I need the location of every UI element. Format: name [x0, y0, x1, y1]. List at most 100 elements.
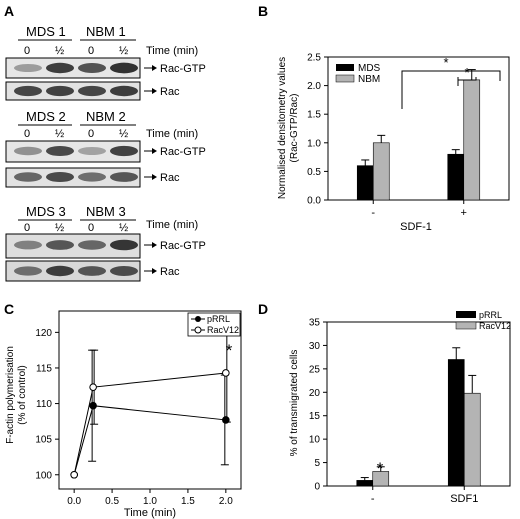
- chart-d-legend-prrl-swatch: [456, 311, 476, 318]
- blot-1-rac-gtp-band-lane-3: [78, 63, 106, 73]
- blot-2-group-right-label: NBM 2: [86, 109, 126, 124]
- blot-3-rac-band-lane-4: [110, 266, 138, 276]
- blot-1-rac-gtp-arrow-head: [152, 65, 157, 71]
- chart-b-ytick-label-0: 0.0: [307, 196, 321, 207]
- blot-1-group-right-label: NBM 1: [86, 24, 126, 39]
- chart-c-plot-frame: [58, 310, 242, 490]
- blot-1-lane-2: ½: [55, 45, 64, 57]
- panel-letter-c: C: [4, 301, 14, 317]
- chart-c-ytick-label-2: 110: [36, 399, 52, 410]
- blot-1-rac-band-lane-4: [110, 85, 138, 97]
- chart-c-ytick-label-4: 120: [35, 328, 52, 339]
- chart-c-significance-star: *: [226, 341, 233, 360]
- chart-b-ylabel-line2: (Rac-GTP/Rac): [289, 94, 300, 163]
- chart-d-ytick-label-1: 5: [314, 458, 320, 469]
- chart-b-bar-nbm-1: [463, 79, 481, 201]
- blot-1-lane-1: 0: [24, 45, 30, 57]
- chart-c-point-prrl-1: [89, 401, 97, 410]
- chart-b-plot-frame: [327, 56, 510, 201]
- blot-3-rac-band-lane-3: [78, 266, 106, 276]
- blot-2-rac-gtp-band-lane-4: [110, 145, 138, 157]
- chart-c-point-prrl-2: [222, 416, 230, 424]
- chart-c-xtick-label-0: 0.0: [67, 496, 81, 507]
- chart-c-xlabel: Time (min): [124, 507, 176, 519]
- chart-c-legend-prrl-label: pRRL: [207, 314, 230, 324]
- blot-2-rac-gtp-band-lane-3: [78, 147, 106, 155]
- chart-c-ylabel-line1: F-actin polymerisation: [5, 346, 16, 444]
- chart-b-ytick-label-1: 0.5: [307, 167, 321, 178]
- chart-d-ytick-label-3: 15: [309, 411, 321, 422]
- chart-d-x-axis: - SDF1: [371, 486, 478, 505]
- blot-2-rac-band-lane-1: [14, 172, 42, 182]
- blot-3-rac-gtp-band-lane-1: [14, 240, 42, 250]
- blot-1-lane-3: 0: [88, 45, 94, 57]
- chart-c-point-racv12-0: [70, 470, 78, 479]
- chart-d-ytick-label-4: 20: [309, 388, 321, 399]
- blot-2-rac-band-lane-4: [110, 172, 138, 182]
- blot-2-lane-3: 0: [88, 128, 94, 140]
- blot-3-rac-label: Rac: [160, 266, 180, 278]
- blot-1-rac-band-lane-3: [78, 85, 106, 97]
- chart-c-xtick-label-2: 1.0: [143, 496, 157, 507]
- chart-c-xtick-label-1: 0.5: [105, 496, 119, 507]
- blot-3-group-left-label: MDS 3: [26, 204, 66, 219]
- chart-b-ytick-label-4: 2.0: [307, 81, 321, 92]
- chart-b-legend-mds-swatch: [336, 64, 354, 71]
- chart-d-plot-frame: [326, 321, 511, 487]
- panel-letter-d: D: [258, 301, 268, 317]
- chart-b-significance-star-outer: *: [443, 55, 448, 70]
- chart-d-ytick-label-0: 0: [314, 482, 320, 493]
- chart-d-ytick-label-6: 30: [309, 341, 321, 352]
- panel-c: C F-actin polymerisation (% of control) …: [4, 301, 242, 519]
- chart-b-xlabel: SDF-1: [400, 221, 432, 233]
- chart-b-ytick-label-2: 1.0: [307, 138, 321, 149]
- chart-c-series: [70, 323, 231, 479]
- chart-c-y-axis: 100 105 110 115 120: [35, 328, 59, 481]
- blot-2-group-left-label: MDS 2: [26, 109, 66, 124]
- blot-3-rac-gtp-arrow-head: [152, 242, 157, 248]
- chart-b-bar-mds-0: [356, 165, 374, 201]
- chart-d-y-axis: 0 5 10 15 20 25 30 35: [309, 318, 327, 493]
- panel-a: A MDS 1 NBM 1 0 ½ 0 ½ Time (min) Rac-GTP…: [4, 3, 206, 282]
- blot-group-2: MDS 2 NBM 2 0 ½ 0 ½ Time (min) Rac-GTP R…: [5, 109, 206, 188]
- chart-b-ylabel-line1: Normalised densitometry values: [277, 57, 288, 199]
- chart-d-significance-star: *: [377, 459, 384, 478]
- chart-d-ytick-label-7: 35: [309, 318, 321, 329]
- blot-1-lane-4: ½: [119, 45, 128, 57]
- chart-b-legend-nbm-swatch: [335, 74, 355, 83]
- blot-2-rac-gtp-label: Rac-GTP: [160, 146, 206, 158]
- chart-d-xtick-label-0: -: [371, 493, 375, 505]
- blot-3-lane-3: 0: [88, 222, 94, 234]
- chart-b-significance-star-inner: *: [464, 65, 469, 80]
- chart-b-bar-nbm-0: [372, 142, 390, 201]
- chart-c-ytick-label-1: 105: [35, 435, 52, 446]
- blot-2-lane-1: 0: [24, 128, 30, 140]
- chart-d-ylabel: % of transmigrated cells: [289, 350, 300, 457]
- blot-2-rac-gtp-band-lane-1: [14, 146, 42, 156]
- blot-2-rac-gtp-band-lane-2: [46, 145, 74, 157]
- blot-3-lane-2: ½: [55, 222, 64, 234]
- blot-group-1: MDS 1 NBM 1 0 ½ 0 ½ Time (min) Rac-GTP R…: [5, 24, 206, 101]
- blot-2-rac-band-lane-2: [46, 171, 74, 183]
- chart-b-bar-mds-1: [447, 153, 465, 201]
- blot-3-rac-gtp-band-lane-2: [46, 240, 74, 250]
- chart-c-ytick-label-3: 115: [36, 363, 52, 374]
- blot-1-time-label: Time (min): [146, 45, 198, 57]
- chart-c-xtick-label-3: 1.5: [181, 496, 195, 507]
- chart-c-x-axis: 0.0 0.5 1.0 1.5 2.0: [67, 489, 233, 507]
- blot-3-rac-gtp-band-lane-4: [110, 239, 138, 251]
- chart-d-legend-prrl-label: pRRL: [479, 310, 502, 320]
- chart-d-legend-racv12-swatch: [455, 321, 477, 330]
- chart-c-legend-prrl-marker: [195, 316, 201, 322]
- panel-letter-b: B: [258, 3, 268, 19]
- chart-b-legend-mds-label: MDS: [358, 63, 381, 74]
- panel-b: B Normalised densitometry values (Rac-GT…: [258, 3, 510, 233]
- blot-1-rac-gtp-label: Rac-GTP: [160, 63, 206, 75]
- blot-2-lane-4: ½: [119, 128, 128, 140]
- blot-3-rac-arrow-head: [152, 268, 157, 274]
- chart-c-legend-racv12-marker: [194, 326, 202, 334]
- chart-c-point-racv12-1: [89, 383, 97, 391]
- panel-letter-a: A: [4, 3, 14, 19]
- chart-c-ytick-label-0: 100: [35, 470, 52, 481]
